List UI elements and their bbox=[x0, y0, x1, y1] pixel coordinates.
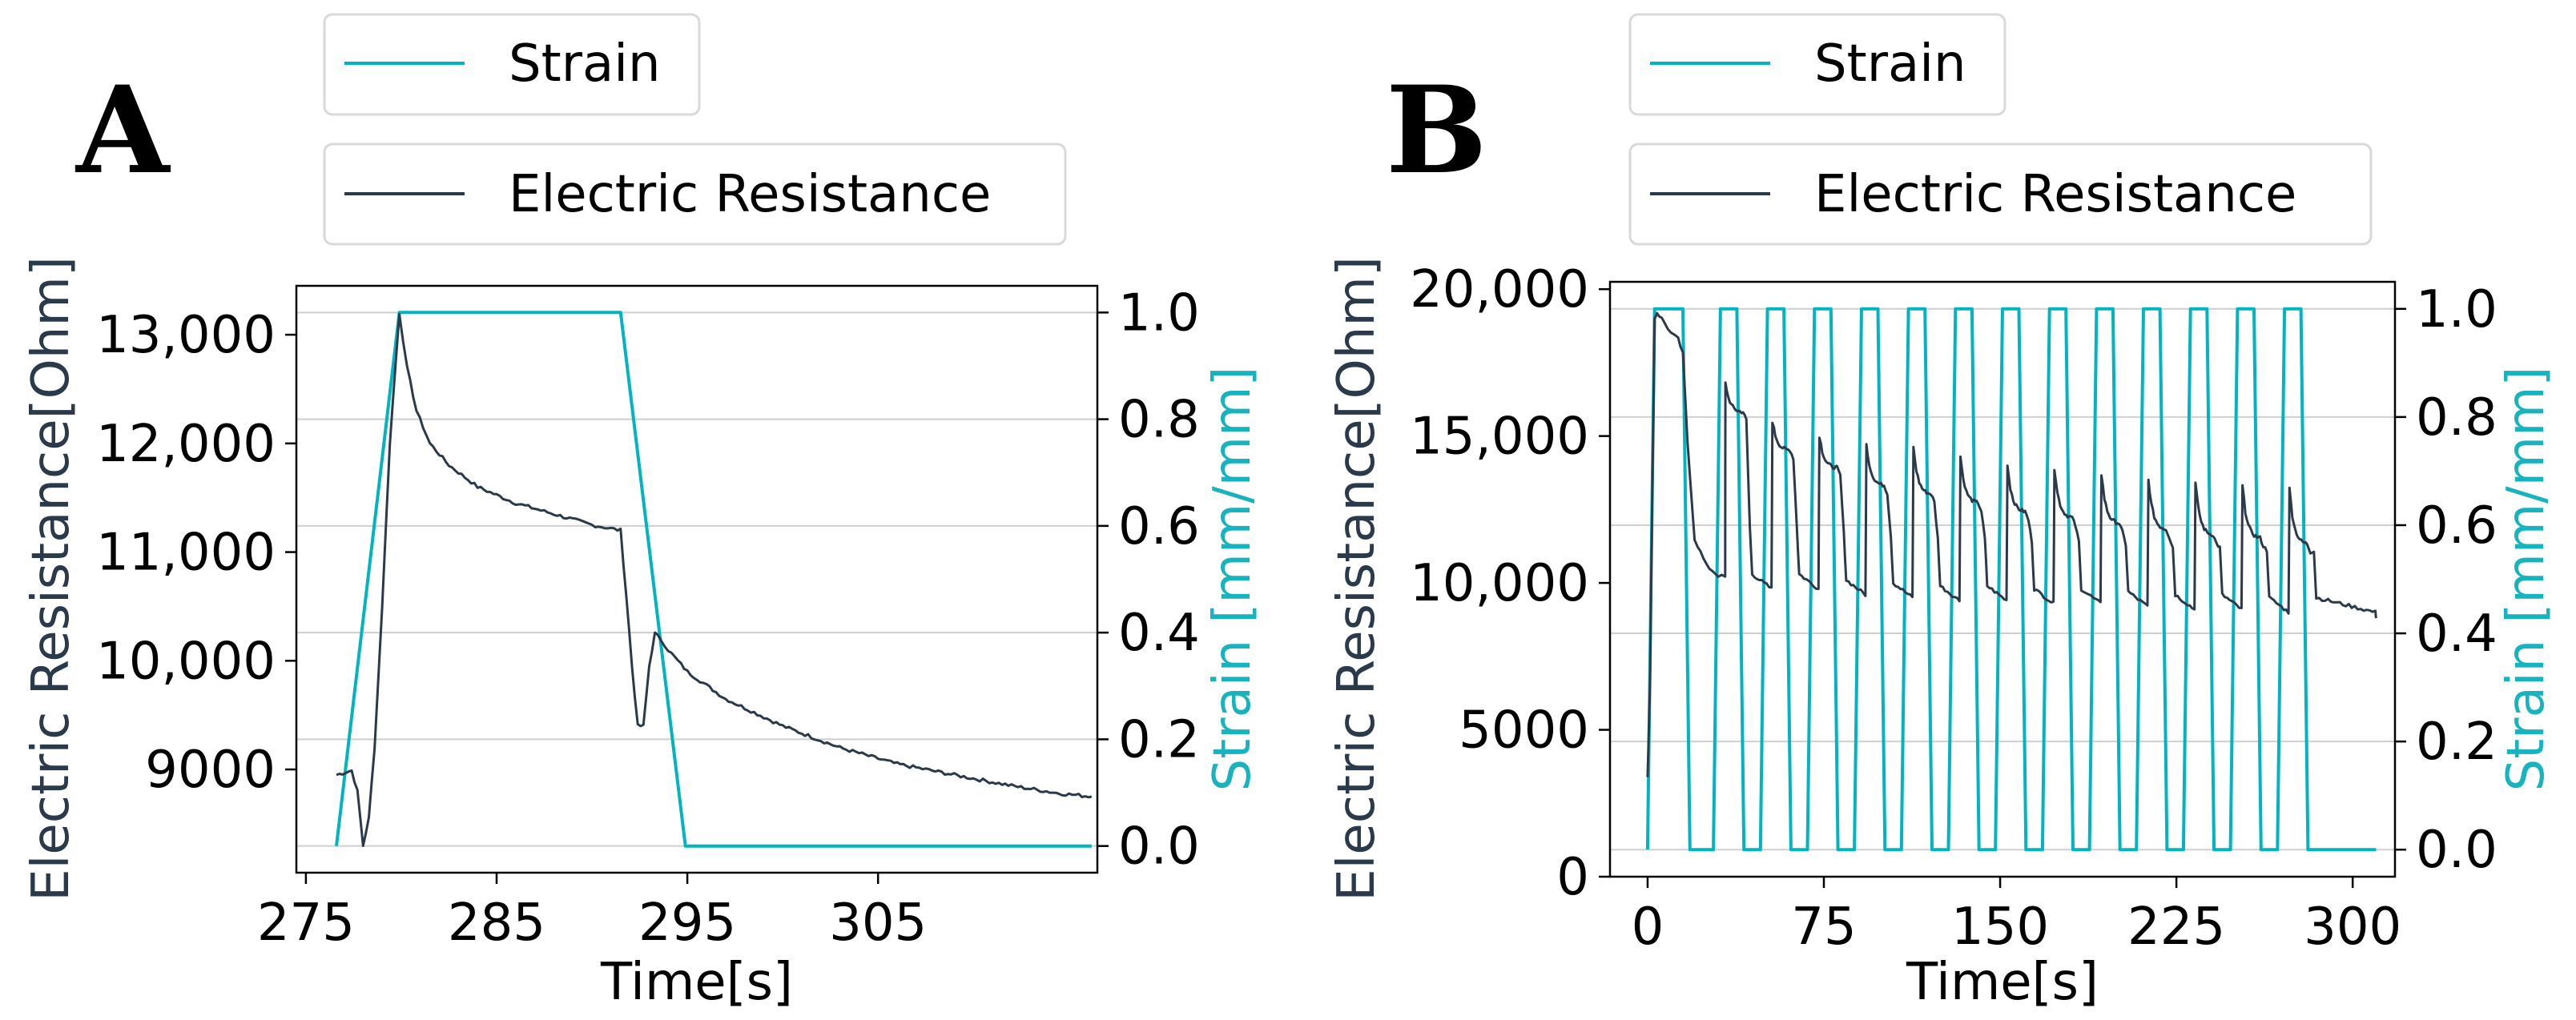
panel-b-resistance-line bbox=[1646, 311, 2377, 777]
panel-b-strain-line bbox=[1645, 307, 2377, 852]
panel-a-x-tick-label: 275 bbox=[257, 894, 355, 953]
panel-b-legend-resistance-box bbox=[1628, 143, 2373, 246]
panel-a-y2-tick-label: 0.8 bbox=[1118, 391, 1200, 450]
panel-a-legend-strain: Strain bbox=[323, 13, 701, 116]
panel-a-y2-tick-label: 0.2 bbox=[1118, 710, 1200, 769]
panel-a-legend-resistance-box bbox=[323, 143, 1067, 246]
panel-a-y-tick-label: 9000 bbox=[145, 741, 276, 800]
panel-b-x-tick-label: 225 bbox=[2127, 898, 2225, 957]
panel-a-ticks: 275 285 295 305 9000 10,000 11,000 12,000 13,000… bbox=[96, 283, 1200, 953]
panel-b-legend-strain-label: Strain bbox=[1814, 34, 1966, 94]
panel-b-y2-tick-label: 1.0 bbox=[2416, 280, 2498, 339]
panel-a-resistance-line bbox=[336, 312, 1093, 847]
panel-a-grid bbox=[296, 311, 1097, 847]
panel-b: B Strain Electric Resistance 0 75 150 225 30… bbox=[1327, 13, 2556, 1012]
panel-b-y-tick-label: 0 bbox=[1556, 848, 1589, 907]
panel-a-legend-resistance: Electric Resistance bbox=[323, 143, 1067, 246]
panel-b-x-tick-label: 150 bbox=[1951, 898, 2049, 957]
panel-b-legend-strain: Strain bbox=[1628, 13, 2006, 116]
panel-a-y-tick-label: 13,000 bbox=[96, 306, 276, 365]
panel-a-left-axis-label: Electric Resistance[Ohm] bbox=[22, 256, 81, 902]
panel-b-y2-tick-label: 0.6 bbox=[2416, 496, 2498, 556]
panel-b-y2-tick-label: 0.2 bbox=[2416, 713, 2498, 772]
panel-b-x-axis-label: Time[s] bbox=[1906, 953, 2099, 1012]
panel-a-label: A bbox=[74, 60, 171, 201]
panel-b-ticks: 0 75 150 225 300 0 5000 10,000 15,000 20,000 0.0 0.… bbox=[1410, 260, 2498, 957]
panel-a-x-tick-label: 295 bbox=[638, 894, 736, 953]
panel-b-y2-tick-label: 0.0 bbox=[2416, 821, 2498, 880]
panel-a-x-tick-label: 305 bbox=[829, 894, 927, 953]
panel-b-series bbox=[1645, 307, 2377, 852]
panel-b-legend-strain-box bbox=[1628, 13, 2006, 116]
panel-a-y-tick-label: 11,000 bbox=[96, 524, 276, 583]
panel-b-legend-resistance-label: Electric Resistance bbox=[1814, 165, 2296, 224]
panel-a-right-axis-label: Strain [mm/mm] bbox=[1203, 367, 1262, 792]
panel-a-y2-tick-label: 0.4 bbox=[1118, 604, 1200, 663]
panel-a-strain-line bbox=[335, 311, 1092, 848]
panel-a-plot-frame bbox=[295, 284, 1099, 874]
panel-b-left-axis-label: Electric Resistance[Ohm] bbox=[1327, 256, 1387, 902]
panel-a-series bbox=[335, 311, 1093, 848]
panel-a-y-tick-label: 10,000 bbox=[96, 632, 276, 691]
panel-b-legend-resistance: Electric Resistance bbox=[1628, 143, 2373, 246]
panel-a-legend-strain-label: Strain bbox=[509, 34, 661, 94]
panel-b-y-tick-label: 15,000 bbox=[1410, 408, 1589, 467]
panel-a-y-tick-label: 12,000 bbox=[96, 415, 276, 474]
panel-b-y-tick-label: 5000 bbox=[1459, 701, 1589, 761]
panel-a-legend-resistance-label: Electric Resistance bbox=[509, 165, 991, 224]
panel-a-y2-tick-label: 1.0 bbox=[1118, 283, 1200, 343]
panel-b-y2-tick-label: 0.8 bbox=[2416, 388, 2498, 448]
panel-b-right-axis-label: Strain [mm/mm] bbox=[2497, 367, 2556, 792]
panel-a-legend-strain-box bbox=[323, 13, 701, 116]
panel-b-y-tick-label: 20,000 bbox=[1410, 260, 1589, 319]
panel-b-y-tick-label: 10,000 bbox=[1410, 554, 1589, 613]
panel-a-x-axis-label: Time[s] bbox=[600, 953, 793, 1012]
panel-a-x-tick-label: 285 bbox=[448, 894, 545, 953]
panel-b-x-tick-label: 300 bbox=[2304, 898, 2401, 957]
panel-b-y2-tick-label: 0.4 bbox=[2416, 604, 2498, 664]
panel-a-y2-tick-label: 0.0 bbox=[1118, 817, 1200, 877]
panel-a-y2-tick-label: 0.6 bbox=[1118, 497, 1200, 556]
panel-b-plot-frame bbox=[1608, 280, 2397, 878]
panel-b-label: B bbox=[1386, 60, 1487, 201]
panel-b-x-tick-label: 75 bbox=[1791, 898, 1856, 957]
panel-a: A Strain Electric Resistance 275 285 295 30… bbox=[22, 13, 1262, 1012]
panel-b-x-tick-label: 0 bbox=[1632, 898, 1664, 957]
